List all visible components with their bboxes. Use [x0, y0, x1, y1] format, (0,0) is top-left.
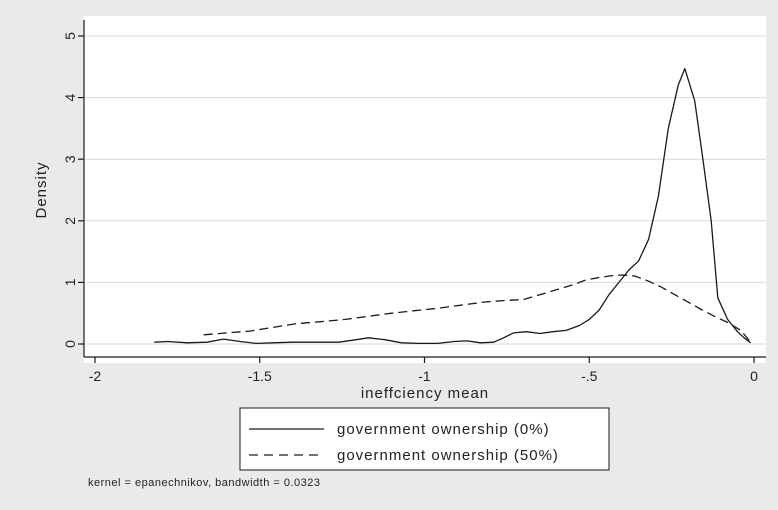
x-ticks: -2 -1.5 -1 -.5 0 [89, 357, 758, 384]
gridlines [85, 35, 766, 345]
kernel-footnote: kernel = epanechnikov, bandwidth = 0.032… [88, 477, 321, 489]
legend-box [239, 407, 610, 471]
y-tick-label-2: 2 [62, 217, 78, 225]
y-ticks: 0 1 2 3 4 5 [62, 32, 84, 348]
legend: government ownership (0%) government own… [239, 407, 610, 471]
x-tick-label-3: -.5 [581, 368, 598, 384]
x-tick-label-1: -1.5 [248, 368, 272, 384]
y-tick-label-3: 3 [62, 155, 78, 163]
y-tick-label-1: 1 [62, 278, 78, 286]
y-axis-title: Density [33, 161, 50, 218]
y-tick-label-4: 4 [62, 93, 78, 101]
x-axis-title: ineffciency mean [361, 385, 489, 402]
y-tick-label-5: 5 [62, 32, 78, 40]
series-layer [154, 67, 752, 345]
series-line-1 [203, 274, 752, 343]
x-tick-label-2: -1 [418, 368, 431, 384]
y-tick-label-0: 0 [62, 340, 78, 348]
legend-label-1: government ownership (50%) [337, 447, 559, 464]
x-tick-label-0: -2 [89, 368, 102, 384]
legend-label-0: government ownership (0%) [337, 421, 550, 438]
plot-region [84, 16, 766, 363]
series-line-0 [154, 67, 752, 345]
x-tick-label-4: 0 [750, 368, 758, 384]
